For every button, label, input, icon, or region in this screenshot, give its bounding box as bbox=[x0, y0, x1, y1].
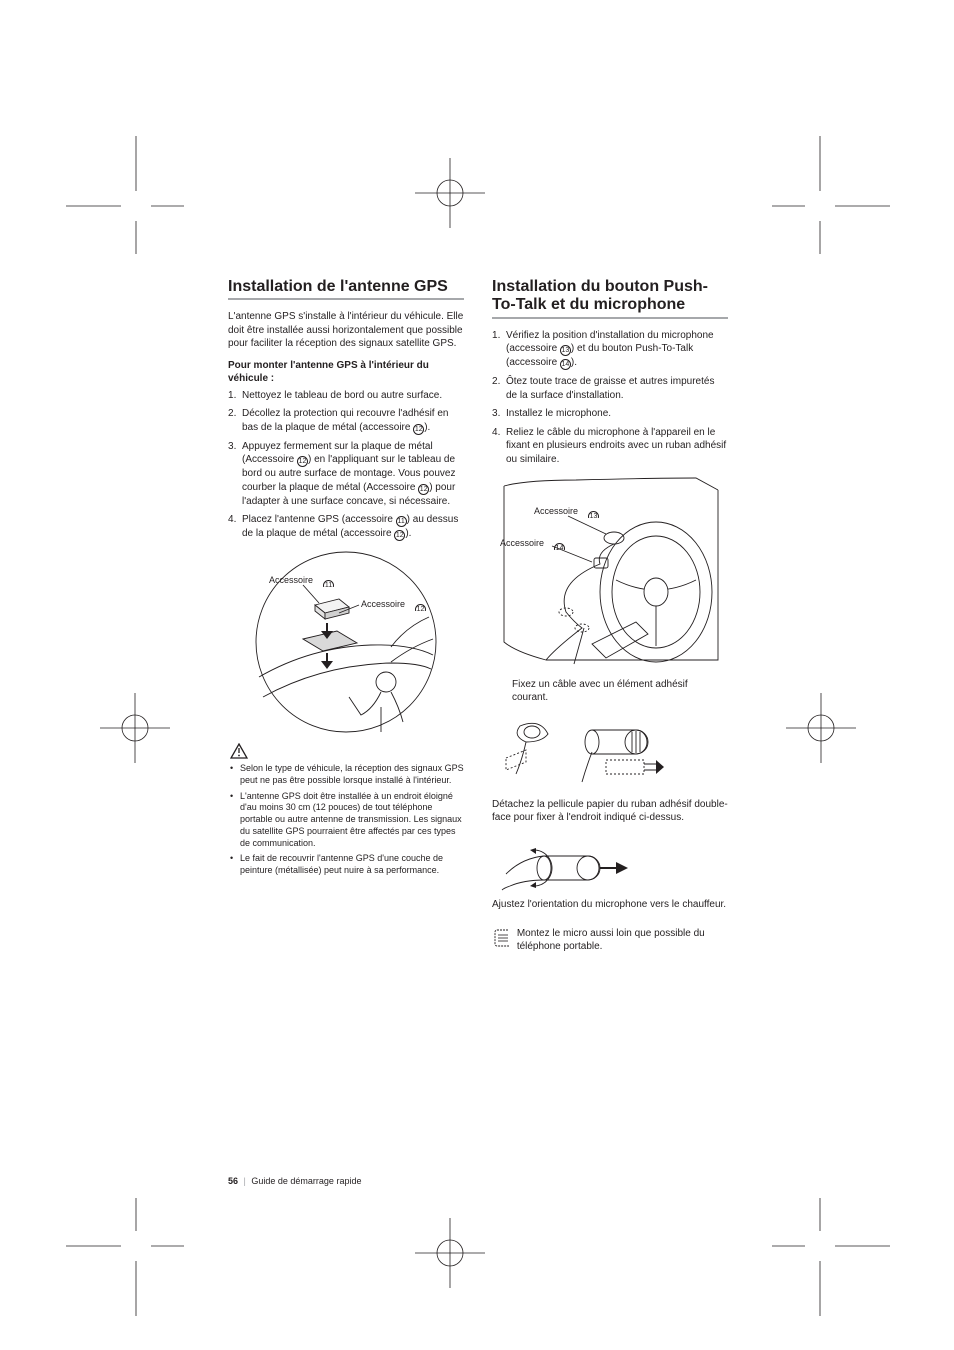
page-footer: 56 | Guide de démarrage rapide bbox=[228, 1176, 361, 1186]
note-row: Montez le micro aussi loin que possible … bbox=[492, 927, 728, 953]
caption-tape: Détachez la pellicule papier du ruban ad… bbox=[492, 798, 728, 824]
gps-steps: Nettoyez le tableau de bord ou autre sur… bbox=[228, 389, 464, 542]
warning-icon bbox=[230, 743, 248, 759]
label-accessory-11: Accessoire bbox=[269, 575, 313, 585]
illustration-steering: Accessoire 13 Accessoire 14 bbox=[496, 472, 724, 672]
ptt-step-1: Vérifiez la position d'installation du m… bbox=[492, 329, 728, 371]
illustration-mic-closeup bbox=[496, 712, 666, 792]
crop-mark-bl bbox=[66, 1196, 186, 1316]
crop-mark-tr bbox=[770, 136, 890, 256]
reg-mark-left bbox=[100, 693, 170, 763]
ref-14: 14 bbox=[560, 359, 571, 370]
illustration-gps-antenna: Accessoire 11 Accessoire 12 bbox=[241, 547, 451, 737]
caption-adhesive: Fixez un câble avec un élément adhésif c… bbox=[512, 678, 712, 704]
gps-warnings: Selon le type de véhicule, la réception … bbox=[228, 763, 464, 876]
ref-12: 12 bbox=[413, 424, 424, 435]
crop-mark-br bbox=[770, 1196, 890, 1316]
warn-3: Le fait de recouvrir l'antenne GPS d'une… bbox=[228, 853, 464, 876]
note-text: Montez le micro aussi loin que possible … bbox=[517, 927, 728, 953]
ref-13: 13 bbox=[560, 345, 571, 356]
reg-mark-top bbox=[415, 158, 485, 228]
ref-12: 12 bbox=[418, 484, 429, 495]
ptt-steps: Vérifiez la position d'installation du m… bbox=[492, 329, 728, 467]
intro-text: L'antenne GPS s'installe à l'intérieur d… bbox=[228, 310, 464, 351]
label-accessory-14: Accessoire bbox=[500, 538, 544, 548]
heading-gps: Installation de l'antenne GPS bbox=[228, 278, 464, 300]
ref-12: 12 bbox=[297, 456, 308, 467]
crop-mark-tl bbox=[66, 136, 186, 256]
label-accessory-13: Accessoire bbox=[534, 506, 578, 516]
ref-11: 11 bbox=[396, 516, 407, 527]
ptt-step-3: Installez le microphone. bbox=[492, 407, 728, 421]
footer-separator: | bbox=[244, 1176, 246, 1186]
right-column: Installation du bouton Push-To-Talk et d… bbox=[492, 278, 728, 953]
ptt-step-4: Reliez le câble du microphone à l'appare… bbox=[492, 426, 728, 467]
warn-2: L'antenne GPS doit être installée à un e… bbox=[228, 791, 464, 849]
reg-mark-bottom bbox=[415, 1218, 485, 1288]
subheading-gps: Pour monter l'antenne GPS à l'intérieur … bbox=[228, 359, 464, 385]
gps-step-1: Nettoyez le tableau de bord ou autre sur… bbox=[228, 389, 464, 403]
page-content: Installation de l'antenne GPS L'antenne … bbox=[228, 278, 728, 953]
reg-mark-right bbox=[786, 693, 856, 763]
footer-title: Guide de démarrage rapide bbox=[251, 1176, 361, 1186]
ptt-step-2: Ôtez toute trace de graisse et autres im… bbox=[492, 375, 728, 402]
heading-ptt: Installation du bouton Push-To-Talk et d… bbox=[492, 278, 728, 319]
gps-step-2: Décollez la protection qui recouvre l'ad… bbox=[228, 407, 464, 435]
illustration-mic-orient bbox=[496, 832, 636, 892]
gps-step-3: Appuyez fermement sur la plaque de métal… bbox=[228, 440, 464, 509]
label-accessory-12: Accessoire bbox=[361, 599, 405, 609]
gps-step-4: Placez l'antenne GPS (accessoire 11) au … bbox=[228, 513, 464, 541]
warn-1: Selon le type de véhicule, la réception … bbox=[228, 763, 464, 786]
left-column: Installation de l'antenne GPS L'antenne … bbox=[228, 278, 464, 953]
page-number: 56 bbox=[228, 1176, 238, 1186]
note-icon bbox=[492, 927, 509, 949]
ref-12: 12 bbox=[394, 530, 405, 541]
caption-orient: Ajustez l'orientation du microphone vers… bbox=[492, 898, 728, 911]
